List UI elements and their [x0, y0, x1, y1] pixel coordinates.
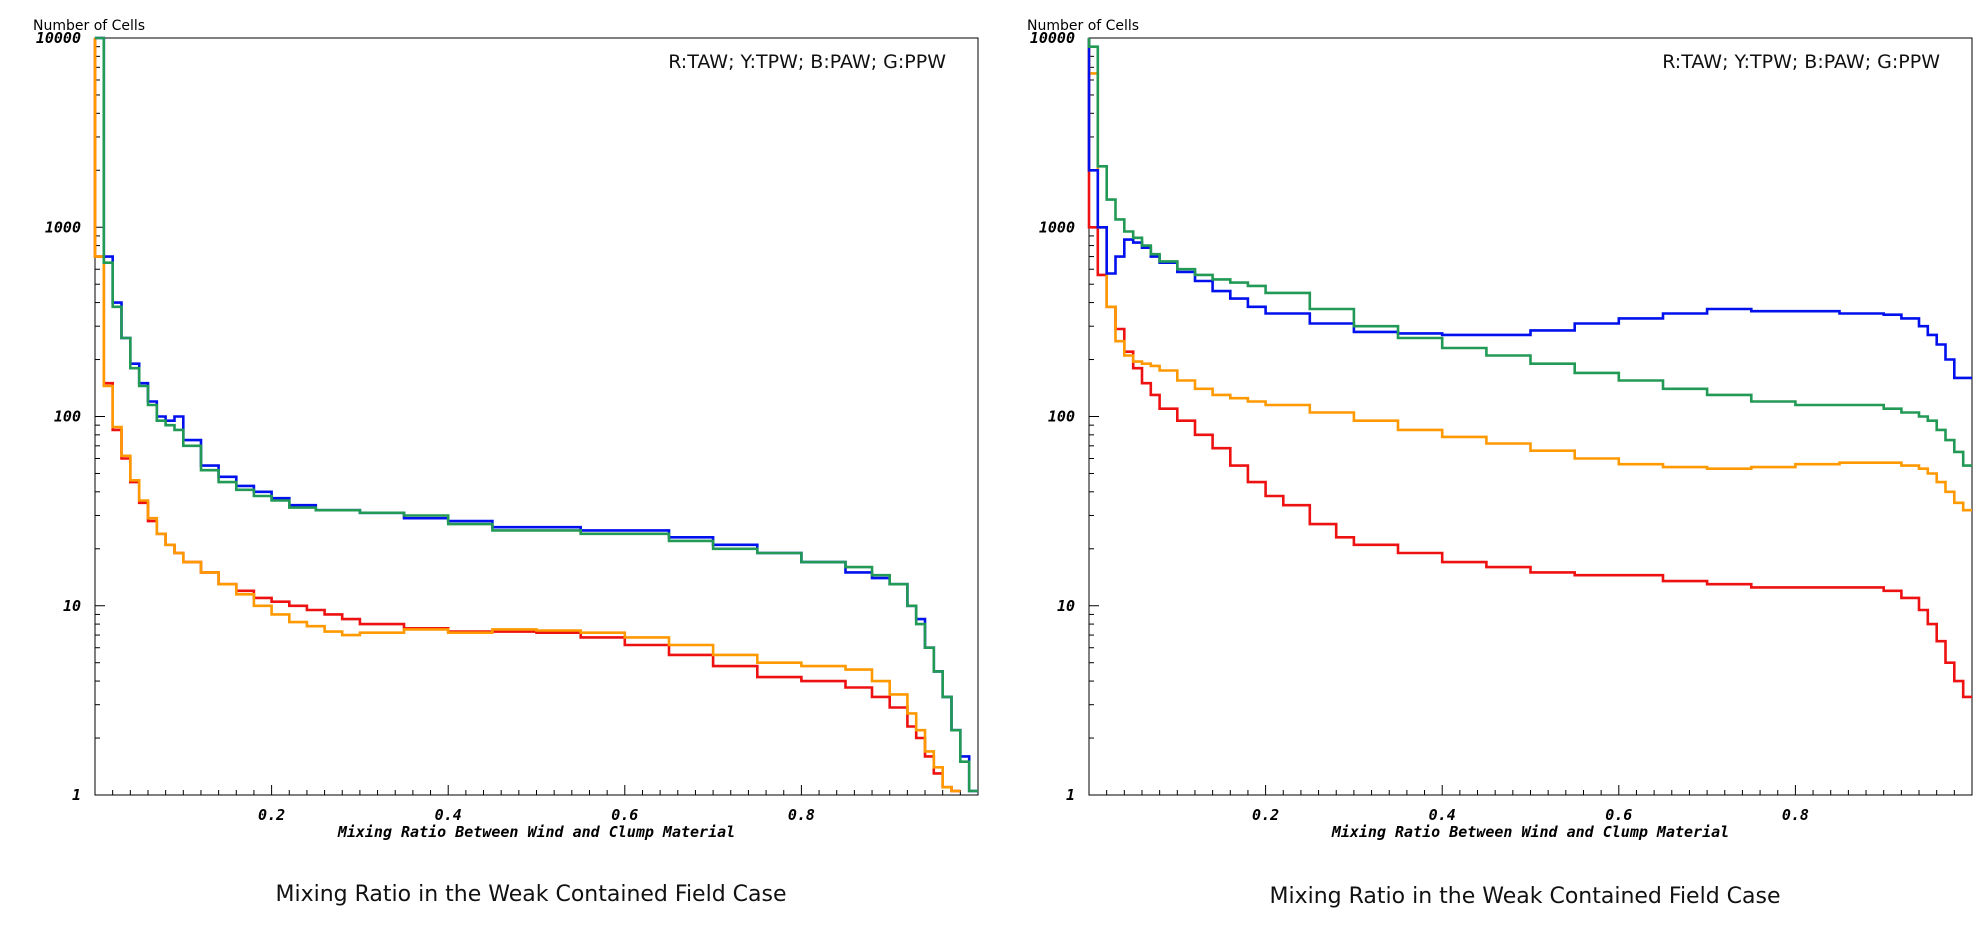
series-line-taw [93, 38, 961, 793]
histogram-plot-right: 1 10 100 1000 10000 0.2 0.4 0.6 0.8 Mixing Ratio … [1027, 18, 1973, 841]
y-tick-label: 10 [63, 597, 81, 615]
series-line-paw [1087, 38, 1972, 380]
series-line-tpw [1087, 38, 1972, 512]
y-axis-label: Number of Cells [1027, 18, 1139, 34]
series-line-ppw [1087, 38, 1972, 467]
legend-text: R:TAW; Y:TPW; B:PAW; G:PPW [1662, 51, 1940, 73]
y-tick-label: 1 [72, 786, 81, 804]
legend-text: R:TAW; Y:TPW; B:PAW; G:PPW [668, 51, 946, 73]
y-tick-label: 10000 [36, 29, 81, 47]
chart-panel-right: 1 10 100 1000 10000 0.2 0.4 0.6 0.8 Mixing Ratio … [994, 0, 1988, 940]
y-tick-label: 10000 [1030, 29, 1075, 47]
y-tick-label: 10 [1057, 597, 1075, 615]
plot-frame [1088, 37, 1973, 796]
x-tick-label: 0.2 [258, 806, 285, 824]
series-line-tpw [93, 38, 961, 793]
x-axis-label: Mixing Ratio Between Wind and Clump Mate… [1331, 823, 1729, 841]
series-line-ppw [95, 36, 978, 793]
y-tick-label: 100 [1048, 408, 1075, 426]
y-tick-label: 1 [1066, 786, 1075, 804]
x-tick-label: 0.8 [1782, 806, 1809, 824]
x-tick-label: 0.6 [611, 806, 638, 824]
chart-caption: Mixing Ratio in the Weak Contained Field… [275, 882, 787, 907]
x-axis-label: Mixing Ratio Between Wind and Clump Mate… [337, 823, 735, 841]
x-tick-label: 0.4 [1429, 806, 1456, 824]
y-tick-label: 1000 [45, 218, 81, 236]
chart-panel-left: 1 10 100 1000 10000 0.2 0.4 0.6 0.8 Mixing Ratio … [33, 18, 979, 907]
histogram-plot-left: 1 10 100 1000 10000 0.2 0.4 0.6 0.8 Mixing Ratio … [33, 18, 979, 841]
y-axis-label: Number of Cells [33, 18, 145, 34]
y-tick-label: 100 [54, 408, 81, 426]
series-line-taw [1087, 38, 1972, 699]
x-tick-label: 0.8 [788, 806, 815, 824]
series-line-paw [95, 36, 978, 793]
x-tick-label: 0.4 [435, 806, 462, 824]
x-tick-label: 0.6 [1605, 806, 1632, 824]
chart-caption: Mixing Ratio in the Weak Contained Field… [1269, 884, 1781, 909]
x-tick-label: 0.2 [1252, 806, 1279, 824]
y-tick-label: 1000 [1039, 218, 1075, 236]
